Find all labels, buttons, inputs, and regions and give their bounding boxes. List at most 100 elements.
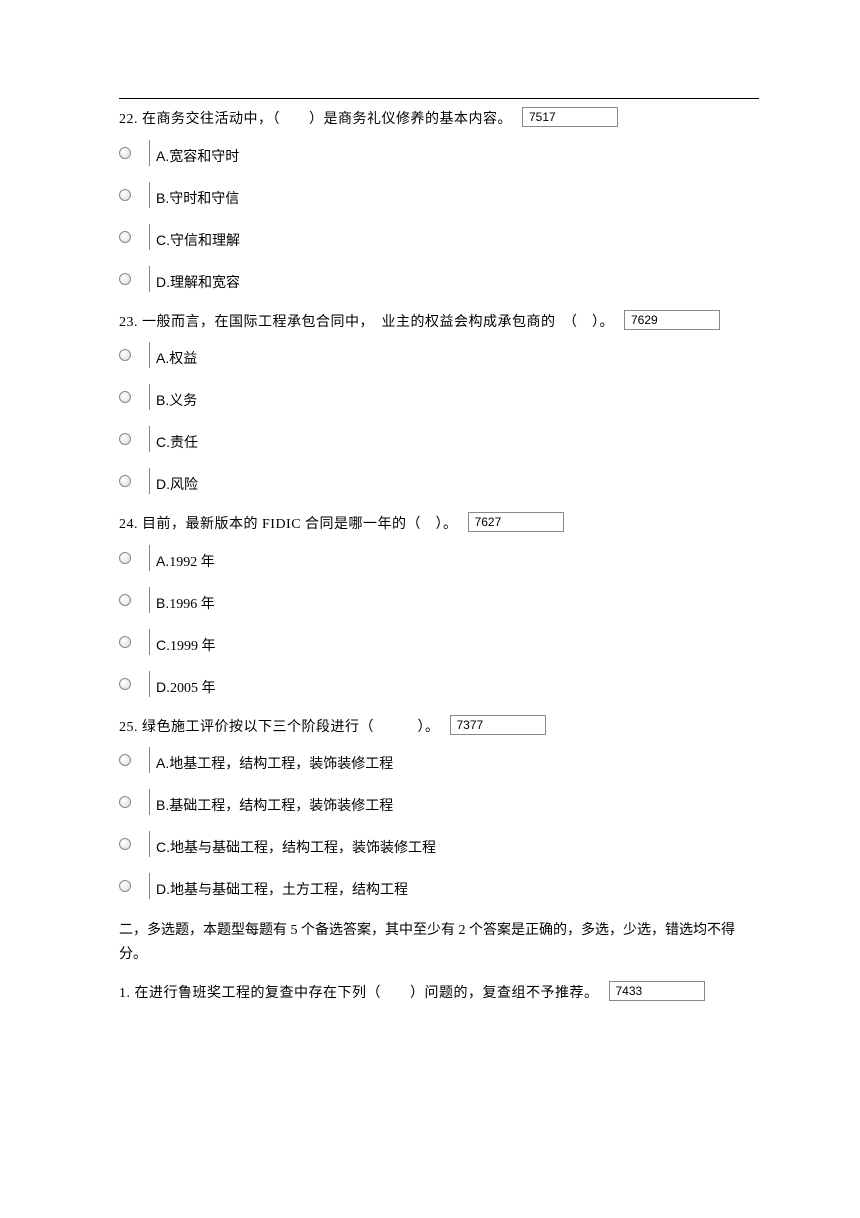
question-row: 25.绿色施工评价按以下三个阶段进行（ ）。 7377 <box>119 717 759 738</box>
question-text: 绿色施工评价按以下三个阶段进行（ ）。 <box>142 718 440 738</box>
radio-button[interactable] <box>119 349 131 361</box>
option-label: D. <box>156 476 170 492</box>
radio-button[interactable] <box>119 594 131 606</box>
radio-button[interactable] <box>119 189 131 201</box>
option-separator <box>149 140 150 166</box>
option-text: 守信和理解 <box>170 230 240 250</box>
option-separator <box>149 384 150 410</box>
option-label: C. <box>156 637 170 653</box>
radio-button[interactable] <box>119 796 131 808</box>
question-id-box: 7433 <box>609 981 705 1001</box>
option-row: B. 1996 年 <box>119 585 759 615</box>
question-text: 一般而言，在国际工程承包合同中， 业主的权益会构成承包商的 （ ）。 <box>142 313 614 333</box>
option-row: C. 地基与基础工程，结构工程，装饰装修工程 <box>119 829 759 859</box>
questions-container: 22.在商务交往活动中，（ ）是商务礼仪修养的基本内容。 7517 A. 宽容和守时… <box>119 109 759 901</box>
option-text: 权益 <box>169 348 197 368</box>
option-text: 1992 年 <box>169 551 215 571</box>
option-separator <box>149 587 150 613</box>
option-text: 责任 <box>170 432 198 452</box>
option-text: 地基与基础工程，土方工程，结构工程 <box>170 879 408 899</box>
option-label: B. <box>156 595 169 611</box>
option-text: 宽容和守时 <box>169 146 239 166</box>
question-id-box: 7517 <box>522 107 618 127</box>
question-id-box: 7629 <box>624 310 720 330</box>
multi-question-row: 1. 在进行鲁班奖工程的复查中存在下列（ ）问题的，复查组不予推荐。 7433 <box>119 983 759 1004</box>
option-row: A. 权益 <box>119 340 759 370</box>
option-label: D. <box>156 679 170 695</box>
option-separator <box>149 545 150 571</box>
question-block: 24.目前，最新版本的 FIDIC 合同是哪一年的（ ）。7627 A. 1992… <box>119 514 759 699</box>
option-separator <box>149 747 150 773</box>
radio-button[interactable] <box>119 636 131 648</box>
option-separator <box>149 873 150 899</box>
option-separator <box>149 831 150 857</box>
option-separator <box>149 789 150 815</box>
option-label: C. <box>156 434 170 450</box>
radio-button[interactable] <box>119 147 131 159</box>
option-separator <box>149 426 150 452</box>
option-text: 1996 年 <box>169 593 215 613</box>
question-row: 24.目前，最新版本的 FIDIC 合同是哪一年的（ ）。7627 <box>119 514 759 535</box>
option-label: B. <box>156 392 169 408</box>
question-block: 25.绿色施工评价按以下三个阶段进行（ ）。 7377 A. 地基工程，结构工程，装… <box>119 717 759 902</box>
question-block: 23.一般而言，在国际工程承包合同中， 业主的权益会构成承包商的 （ ）。 762… <box>119 312 759 497</box>
option-text: 地基与基础工程，结构工程，装饰装修工程 <box>170 837 436 857</box>
radio-button[interactable] <box>119 838 131 850</box>
option-separator <box>149 342 150 368</box>
option-row: B. 义务 <box>119 382 759 412</box>
option-row: B. 基础工程，结构工程，装饰装修工程 <box>119 787 759 817</box>
question-number: 1. <box>119 984 131 1004</box>
option-row: D. 地基与基础工程，土方工程，结构工程 <box>119 871 759 901</box>
question-number: 24. <box>119 515 138 535</box>
question-row: 22.在商务交往活动中，（ ）是商务礼仪修养的基本内容。 7517 <box>119 109 759 130</box>
question-number: 22. <box>119 110 138 130</box>
question-text: 在进行鲁班奖工程的复查中存在下列（ ）问题的，复查组不予推荐。 <box>135 984 599 1004</box>
radio-button[interactable] <box>119 678 131 690</box>
option-label: C. <box>156 839 170 855</box>
option-row: C. 责任 <box>119 424 759 454</box>
option-separator <box>149 629 150 655</box>
option-label: A. <box>156 755 169 771</box>
option-separator <box>149 266 150 292</box>
option-row: A. 1992 年 <box>119 543 759 573</box>
question-row: 23.一般而言，在国际工程承包合同中， 业主的权益会构成承包商的 （ ）。 762… <box>119 312 759 333</box>
radio-button[interactable] <box>119 391 131 403</box>
radio-button[interactable] <box>119 231 131 243</box>
question-block: 22.在商务交往活动中，（ ）是商务礼仪修养的基本内容。 7517 A. 宽容和守时… <box>119 109 759 294</box>
option-label: B. <box>156 797 169 813</box>
question-number: 23. <box>119 313 138 333</box>
option-label: D. <box>156 881 170 897</box>
question-text: 在商务交往活动中，（ ）是商务礼仪修养的基本内容。 <box>142 110 512 130</box>
option-text: 风险 <box>170 474 198 494</box>
radio-button[interactable] <box>119 880 131 892</box>
option-row: D. 理解和宽容 <box>119 264 759 294</box>
page-content: 22.在商务交往活动中，（ ）是商务礼仪修养的基本内容。 7517 A. 宽容和守时… <box>119 109 759 1012</box>
top-border-line <box>119 98 759 99</box>
question-id-box: 7627 <box>468 512 564 532</box>
radio-button[interactable] <box>119 273 131 285</box>
option-label: A. <box>156 148 169 164</box>
option-label: C. <box>156 232 170 248</box>
radio-button[interactable] <box>119 475 131 487</box>
option-separator <box>149 182 150 208</box>
option-row: D. 风险 <box>119 466 759 496</box>
option-separator <box>149 671 150 697</box>
option-label: D. <box>156 274 170 290</box>
option-text: 义务 <box>169 390 197 410</box>
question-id-box: 7377 <box>450 715 546 735</box>
question-number: 25. <box>119 718 138 738</box>
option-text: 地基工程，结构工程，装饰装修工程 <box>169 753 393 773</box>
option-text: 理解和宽容 <box>170 272 240 292</box>
section-header: 二，多选题，本题型每题有 5 个备选答案，其中至少有 2 个答案是正确的，多选，… <box>119 919 759 967</box>
option-label: A. <box>156 350 169 366</box>
radio-button[interactable] <box>119 754 131 766</box>
option-row: B. 守时和守信 <box>119 180 759 210</box>
radio-button[interactable] <box>119 433 131 445</box>
option-row: D. 2005 年 <box>119 669 759 699</box>
option-row: A. 地基工程，结构工程，装饰装修工程 <box>119 745 759 775</box>
option-text: 基础工程，结构工程，装饰装修工程 <box>169 795 393 815</box>
option-row: C. 1999 年 <box>119 627 759 657</box>
option-separator <box>149 224 150 250</box>
radio-button[interactable] <box>119 552 131 564</box>
option-text: 1999 年 <box>170 635 216 655</box>
